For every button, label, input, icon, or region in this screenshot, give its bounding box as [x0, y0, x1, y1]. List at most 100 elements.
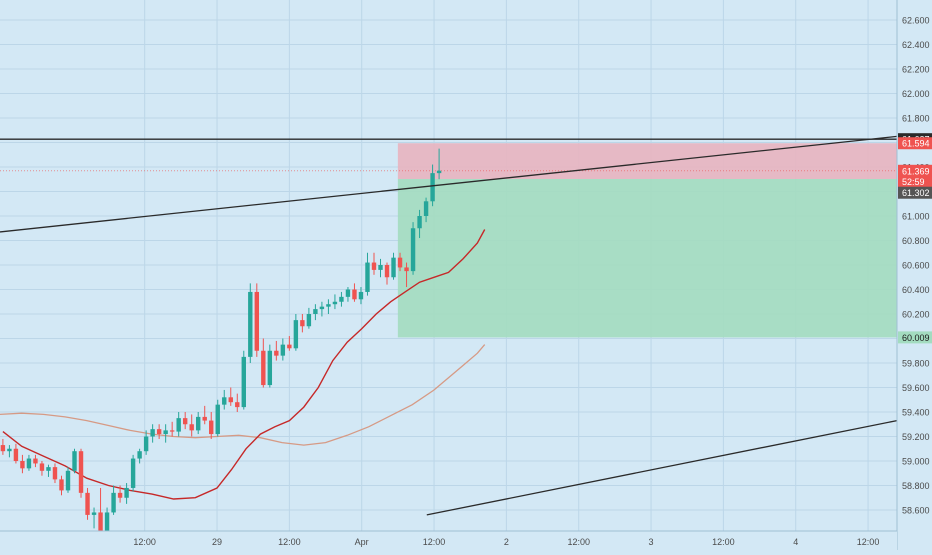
candle-body [215, 404, 220, 435]
candle [300, 314, 305, 333]
candle [65, 467, 71, 493]
time-tick-label: 29 [212, 537, 222, 547]
candle-body [85, 492, 90, 515]
price-label: 61.369 [898, 164, 932, 177]
candle-body [111, 492, 116, 513]
candle [222, 389, 227, 410]
candle [391, 252, 396, 280]
time-tick-label: 12:00 [712, 537, 735, 547]
candle-body [39, 463, 45, 471]
time-tick-label: 3 [649, 537, 654, 547]
candle [241, 350, 246, 410]
time-axis-background [0, 531, 897, 550]
price-axis-background [897, 0, 932, 550]
candle [280, 338, 286, 361]
candle [33, 454, 38, 468]
time-tick-label: 12:00 [567, 537, 590, 547]
time-tick-label: 12:00 [278, 537, 301, 547]
candle-body [137, 451, 142, 459]
candle-body [33, 458, 38, 464]
candle [228, 387, 233, 406]
trendline-3[interactable] [426, 419, 898, 516]
price-label-text: 61.594 [902, 139, 930, 149]
candle [410, 222, 416, 275]
candle-body [397, 257, 403, 268]
candle-body [130, 458, 136, 488]
candle-body [287, 344, 292, 349]
candle [254, 283, 260, 357]
candle-body [117, 492, 123, 498]
price-tick-label: 59.800 [902, 359, 930, 369]
candle [85, 487, 90, 520]
candle-body [313, 309, 318, 314]
candle [111, 485, 116, 515]
candle [26, 454, 32, 471]
candle-body [254, 291, 260, 351]
candle-body [423, 201, 429, 216]
price-label-box [898, 186, 932, 199]
candle-body [59, 479, 64, 491]
candle-body [189, 424, 194, 431]
price-tick-label: 60.400 [902, 285, 930, 295]
candle [169, 421, 175, 437]
candle [143, 430, 149, 455]
candle [313, 304, 318, 321]
candle-body [430, 173, 435, 202]
price-tick-label: 62.400 [902, 40, 930, 50]
price-tick-label: 60.800 [902, 236, 930, 246]
price-tick-label: 62.200 [902, 65, 930, 75]
candle [130, 454, 136, 492]
candle [436, 148, 442, 180]
candle-body [202, 416, 207, 421]
candle [339, 291, 344, 307]
candle-body [222, 397, 227, 405]
candle [319, 301, 325, 317]
candle [156, 424, 162, 439]
price-axis[interactable]: 62.60062.40062.20062.00061.80061.60061.4… [896, 0, 932, 550]
candle [117, 485, 123, 503]
candle-body [339, 296, 344, 302]
price-label: 60.009 [898, 331, 932, 344]
candle [404, 262, 409, 288]
candle-body [436, 170, 442, 174]
candle-body [98, 512, 103, 540]
candle-body [358, 291, 364, 300]
candle [326, 299, 331, 314]
candle-body [319, 306, 325, 310]
candle-body [228, 397, 233, 403]
candle-body [163, 430, 168, 435]
time-axis[interactable]: 12:00 29 12:00 Apr 12:00 2 12:00 3 12:00 4 12:00 [0, 530, 897, 550]
candle [423, 197, 429, 223]
candle [378, 258, 383, 278]
candle [352, 283, 357, 302]
candle [202, 405, 207, 425]
price-tick-label: 61.800 [902, 114, 930, 124]
take-profit-zone [397, 179, 897, 338]
price-tick-label: 60.600 [902, 261, 930, 271]
candle-body [182, 418, 188, 425]
price-tick-label: 58.600 [902, 506, 930, 516]
trendline-2[interactable] [0, 135, 898, 233]
time-tick-label: 12:00 [857, 537, 880, 547]
price-tick-label: 58.800 [902, 481, 930, 491]
price-label-text: 61.369 [902, 166, 930, 176]
price-label-box [898, 164, 932, 177]
candle [209, 412, 214, 439]
candle-body [26, 458, 32, 469]
price-label-box [898, 175, 932, 188]
candle-body [104, 512, 110, 540]
candle-body [169, 430, 175, 432]
price-tick-label: 62.600 [902, 16, 930, 26]
candle-body [52, 467, 58, 480]
candle-body [352, 289, 357, 300]
candle [306, 307, 312, 329]
candle-body [391, 257, 396, 278]
candle-body [300, 320, 305, 327]
candle [267, 344, 273, 388]
candle [163, 424, 168, 443]
candle-body [156, 429, 162, 435]
candle [345, 287, 351, 302]
candles [0, 148, 442, 547]
candle-body [326, 304, 331, 307]
candle [72, 448, 77, 474]
